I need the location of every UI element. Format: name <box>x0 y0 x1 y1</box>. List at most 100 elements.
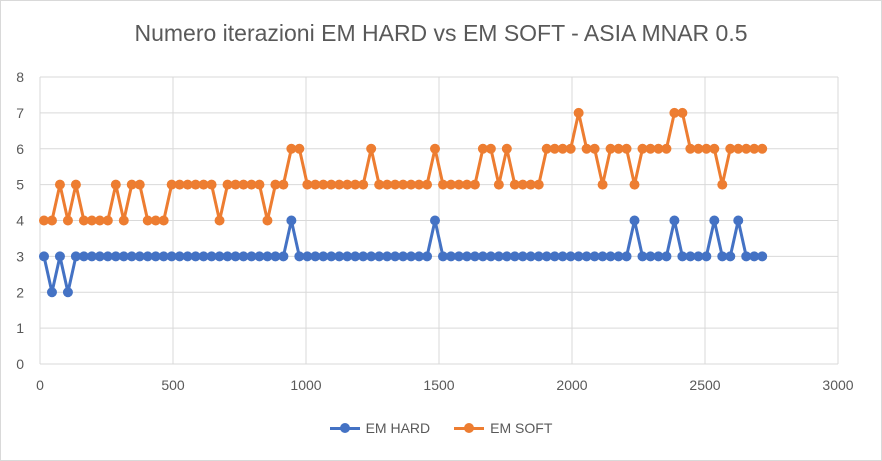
data-point-em-hard <box>214 251 225 262</box>
data-point-em-hard <box>461 251 472 262</box>
data-point-em-soft <box>485 143 496 154</box>
data-point-em-soft <box>278 179 289 190</box>
data-point-em-hard <box>302 251 313 262</box>
data-point-em-hard <box>190 251 201 262</box>
data-point-em-hard <box>469 251 480 262</box>
data-point-em-soft <box>749 143 760 154</box>
data-point-em-soft <box>134 179 145 190</box>
data-point-em-soft <box>382 179 393 190</box>
data-point-em-hard <box>38 251 49 262</box>
data-point-em-soft <box>757 143 768 154</box>
data-point-em-soft <box>246 179 257 190</box>
data-point-em-hard <box>677 251 688 262</box>
data-point-em-soft <box>310 179 321 190</box>
data-point-em-hard <box>525 251 536 262</box>
data-point-em-soft <box>541 143 552 154</box>
legend-label-em-soft: EM SOFT <box>490 420 553 436</box>
data-point-em-soft <box>262 215 273 226</box>
data-point-em-soft <box>302 179 313 190</box>
data-point-em-soft <box>597 179 608 190</box>
y-tick-label: 1 <box>16 320 24 336</box>
data-point-em-soft <box>350 179 361 190</box>
data-point-em-soft <box>461 179 472 190</box>
data-point-em-soft <box>294 143 305 154</box>
data-point-em-soft <box>661 143 672 154</box>
data-point-em-soft <box>398 179 409 190</box>
data-point-em-hard <box>533 251 544 262</box>
data-point-em-soft <box>374 179 385 190</box>
data-point-em-soft <box>533 179 544 190</box>
data-point-em-soft <box>78 215 89 226</box>
data-point-em-hard <box>334 251 345 262</box>
data-point-em-hard <box>501 251 512 262</box>
data-point-em-soft <box>150 215 161 226</box>
data-point-em-hard <box>557 251 568 262</box>
data-point-em-soft <box>38 215 49 226</box>
data-point-em-hard <box>198 251 209 262</box>
data-point-em-soft <box>589 143 600 154</box>
data-point-em-hard <box>246 251 257 262</box>
legend-swatch-em-hard <box>329 422 360 434</box>
data-point-em-hard <box>70 251 81 262</box>
data-point-em-soft <box>621 143 632 154</box>
data-point-em-soft <box>725 143 736 154</box>
data-point-em-soft <box>94 215 105 226</box>
data-point-em-hard <box>358 251 369 262</box>
data-point-em-hard <box>573 251 584 262</box>
y-tick-label: 5 <box>16 177 24 193</box>
data-point-em-hard <box>422 251 433 262</box>
data-point-em-soft <box>318 179 329 190</box>
data-point-em-soft <box>222 179 233 190</box>
data-point-em-hard <box>741 251 752 262</box>
data-point-em-hard <box>78 251 89 262</box>
data-point-em-soft <box>437 179 448 190</box>
data-point-em-soft <box>414 179 425 190</box>
data-point-em-hard <box>174 251 185 262</box>
x-tick-label: 500 <box>161 377 185 393</box>
data-point-em-hard <box>94 251 105 262</box>
data-point-em-hard <box>709 215 720 226</box>
data-point-em-soft <box>709 143 720 154</box>
data-point-em-soft <box>190 179 201 190</box>
data-point-em-hard <box>286 215 297 226</box>
data-point-em-soft <box>525 179 536 190</box>
data-point-em-hard <box>485 251 496 262</box>
data-point-em-hard <box>565 251 576 262</box>
data-point-em-soft <box>509 179 520 190</box>
data-point-em-hard <box>118 251 129 262</box>
data-point-em-soft <box>565 143 576 154</box>
data-point-em-hard <box>581 251 592 262</box>
data-point-em-hard <box>414 251 425 262</box>
data-point-em-soft <box>645 143 656 154</box>
data-point-em-hard <box>318 251 329 262</box>
data-point-em-soft <box>693 143 704 154</box>
data-point-em-hard <box>350 251 361 262</box>
data-point-em-soft <box>717 179 728 190</box>
data-point-em-soft <box>182 179 193 190</box>
data-point-em-soft <box>270 179 281 190</box>
data-point-em-soft <box>469 179 480 190</box>
data-point-em-hard <box>270 251 281 262</box>
data-point-em-soft <box>677 107 688 118</box>
data-point-em-hard <box>134 251 145 262</box>
data-point-em-soft <box>701 143 712 154</box>
data-point-em-hard <box>437 251 448 262</box>
data-point-em-soft <box>422 179 433 190</box>
data-point-em-hard <box>222 251 233 262</box>
data-point-em-hard <box>597 251 608 262</box>
data-point-em-hard <box>374 251 385 262</box>
data-point-em-hard <box>382 251 393 262</box>
data-point-em-soft <box>406 179 417 190</box>
data-point-em-hard <box>142 251 153 262</box>
legend-item-em-soft: EM SOFT <box>454 420 552 436</box>
data-point-em-hard <box>637 251 648 262</box>
legend-item-em-hard: EM HARD <box>329 420 430 436</box>
data-point-em-hard <box>166 251 177 262</box>
data-point-em-hard <box>493 251 504 262</box>
y-tick-label: 4 <box>16 213 24 229</box>
data-point-em-soft <box>573 107 584 118</box>
data-point-em-hard <box>621 251 632 262</box>
data-point-em-hard <box>62 287 73 298</box>
data-point-em-hard <box>549 251 560 262</box>
data-point-em-soft <box>581 143 592 154</box>
